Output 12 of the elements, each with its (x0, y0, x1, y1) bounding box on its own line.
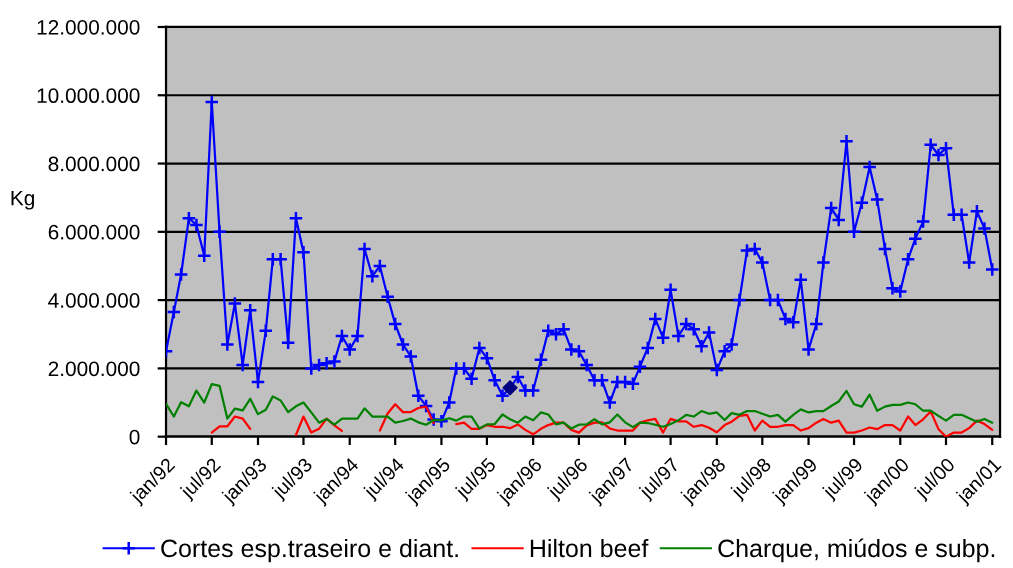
line-series (166, 382, 994, 430)
y-tick-label: 4.000.000 (48, 293, 140, 308)
y-axis-title: Kg (11, 190, 34, 210)
legend-label: Hilton beef (530, 538, 649, 558)
y-tick-label: 0 (129, 429, 140, 445)
y-tick-label: 12.000.000 (37, 19, 140, 35)
legend-label: Charque, miúdos e subp. (718, 538, 995, 563)
y-tick-label: 6.000.000 (48, 224, 140, 240)
y-tick-label: 10.000.000 (37, 88, 140, 104)
y-tick-label: 2.000.000 (48, 361, 140, 377)
legend-label: Cortes esp.traseiro e diant. (161, 538, 458, 563)
y-tick-label: 8.000.000 (48, 156, 140, 172)
